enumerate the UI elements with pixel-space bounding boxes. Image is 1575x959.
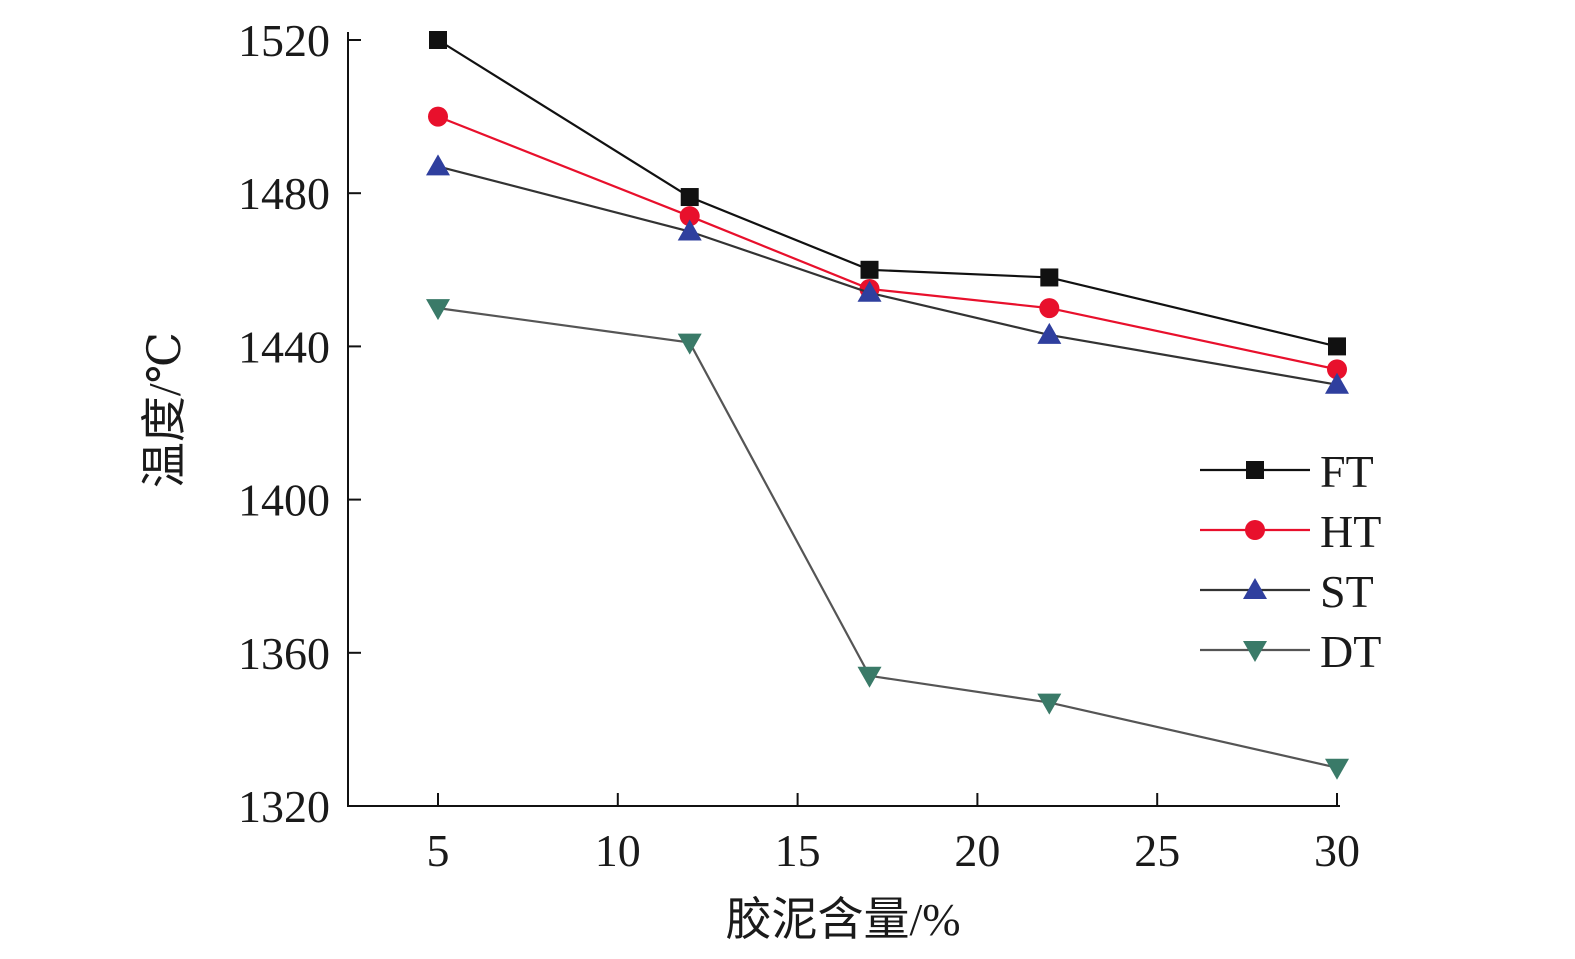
triangle-down-marker: [857, 666, 882, 688]
square-marker: [429, 31, 447, 49]
triangle-up-marker: [1243, 578, 1267, 599]
legend-item-ft: FT: [1200, 446, 1374, 497]
legend-item-ht: HT: [1200, 506, 1381, 557]
triangle-down-marker: [1325, 758, 1349, 780]
y-tick-label: 1320: [238, 781, 330, 832]
y-tick-label: 1360: [238, 628, 330, 679]
legend-item-st: ST: [1200, 566, 1374, 617]
y-axis-label: 温度/℃: [139, 332, 190, 488]
series-group: [426, 31, 1349, 780]
x-tick-label: 15: [775, 825, 821, 876]
x-tick-label: 30: [1314, 825, 1360, 876]
series-line-st: [437, 165, 1338, 386]
x-axis-label: 胶泥含量/%: [725, 894, 960, 945]
circle-marker: [1327, 359, 1347, 380]
square-marker: [1040, 268, 1059, 287]
y-tick-label: 1400: [238, 475, 330, 526]
circle-marker: [679, 206, 700, 227]
circle-marker: [1039, 298, 1060, 319]
series-line-ft: [437, 39, 1338, 348]
square-marker: [1246, 461, 1264, 479]
x-tick-label: 20: [954, 825, 1000, 876]
series-dt: [426, 299, 1349, 780]
triangle-down-marker: [1037, 693, 1062, 715]
legend-label: ST: [1320, 566, 1374, 617]
square-marker: [860, 260, 879, 279]
legend-label: FT: [1320, 446, 1374, 497]
y-tick-label: 1440: [238, 321, 330, 372]
y-tick-label: 1480: [238, 168, 330, 219]
triangle-down-marker: [426, 299, 450, 321]
x-tick-label: 5: [427, 825, 450, 876]
series-ht: [428, 106, 1347, 380]
legend-label: HT: [1320, 506, 1381, 557]
x-tick-label: 10: [595, 825, 641, 876]
triangle-down-marker: [1243, 641, 1267, 662]
triangle-up-marker: [426, 154, 450, 176]
circle-marker: [1245, 520, 1265, 540]
y-tick-label: 1520: [238, 15, 330, 66]
triangle-up-marker: [1325, 372, 1349, 394]
square-marker: [1328, 337, 1346, 356]
triangle-up-marker: [1037, 322, 1062, 344]
triangle-down-marker: [677, 333, 702, 355]
legend-label: DT: [1320, 626, 1381, 677]
series-line-dt: [437, 307, 1338, 769]
x-tick-label: 25: [1134, 825, 1180, 876]
triangle-up-marker: [857, 280, 882, 302]
series-line-ht: [437, 115, 1338, 371]
legend: FT HT ST DT: [1200, 446, 1381, 677]
square-marker: [680, 188, 699, 207]
series-st: [426, 154, 1349, 394]
legend-item-dt: DT: [1200, 626, 1381, 677]
triangle-up-marker: [677, 219, 702, 241]
series-ft: [429, 31, 1346, 356]
circle-marker: [428, 106, 448, 127]
